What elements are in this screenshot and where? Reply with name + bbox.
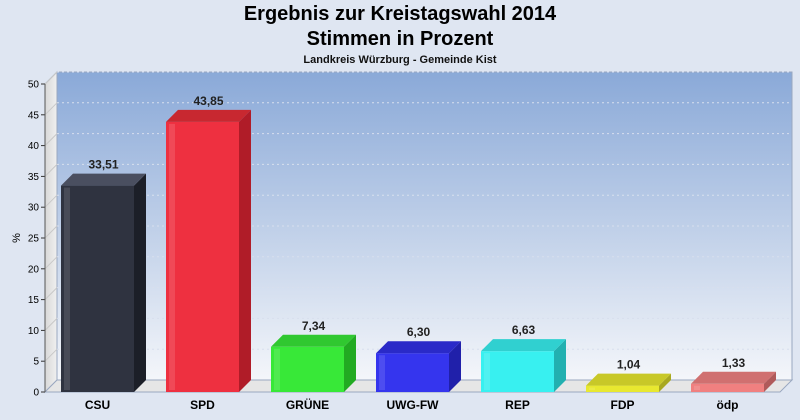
gridline-wall bbox=[44, 194, 58, 208]
bar bbox=[586, 385, 659, 392]
gridline-wall bbox=[44, 133, 58, 146]
bar-side bbox=[764, 371, 776, 392]
bar bbox=[61, 185, 134, 392]
bar-top bbox=[376, 341, 461, 354]
y-tick-label: 5 bbox=[33, 357, 39, 368]
category-label: GRÜNE bbox=[286, 397, 329, 412]
bar bbox=[691, 383, 764, 392]
gridline-wall bbox=[44, 225, 58, 239]
category-label: SPD bbox=[190, 398, 215, 412]
y-tick-label: 15 bbox=[28, 295, 40, 306]
bar-top bbox=[481, 339, 566, 352]
bar-side bbox=[134, 173, 146, 392]
y-tick-label: 20 bbox=[28, 264, 40, 275]
y-tick-label: 0 bbox=[33, 388, 39, 399]
bar-top bbox=[166, 109, 251, 122]
bar-highlight bbox=[169, 123, 175, 390]
bar-side bbox=[449, 341, 461, 392]
bar-highlight bbox=[64, 187, 70, 390]
y-tick-label: 40 bbox=[28, 141, 40, 152]
bar-highlight bbox=[694, 385, 700, 390]
chart-subtitle: Landkreis Würzburg - Gemeinde Kist bbox=[303, 54, 497, 66]
y-tick-label: 10 bbox=[28, 326, 40, 337]
bar-highlight bbox=[589, 387, 595, 390]
gridline-wall bbox=[44, 102, 58, 116]
y-tick-label: 45 bbox=[28, 110, 40, 121]
category-label: CSU bbox=[85, 398, 110, 412]
bar-value-label: 1,04 bbox=[617, 358, 641, 372]
bar-side bbox=[344, 334, 356, 392]
bar-highlight bbox=[274, 348, 280, 390]
category-label: UWG-FW bbox=[387, 398, 440, 412]
bar-value-label: 33,51 bbox=[88, 158, 118, 172]
bar-side bbox=[554, 339, 566, 392]
category-label: FDP bbox=[611, 398, 635, 412]
bar-value-label: 6,30 bbox=[407, 325, 431, 339]
gridline-wall bbox=[44, 318, 58, 331]
chart-title: Ergebnis zur Kreistagswahl 2014 bbox=[243, 3, 557, 25]
y-tick-label: 50 bbox=[28, 80, 40, 91]
y-tick-label: 30 bbox=[28, 203, 40, 214]
bar-value-label: 1,33 bbox=[722, 356, 746, 370]
bar-highlight bbox=[484, 353, 490, 390]
bar-side bbox=[239, 109, 251, 392]
bar-value-label: 7,34 bbox=[302, 319, 326, 333]
bar bbox=[481, 351, 554, 392]
gridline-wall bbox=[44, 287, 58, 300]
bar-top bbox=[586, 373, 671, 386]
bar-top bbox=[271, 334, 356, 347]
bar-value-label: 6,63 bbox=[512, 323, 536, 337]
gridline-wall bbox=[44, 164, 58, 177]
category-label: ödp bbox=[717, 398, 739, 412]
gridline-wall bbox=[44, 71, 58, 85]
category-label: REP bbox=[505, 398, 530, 412]
bar-highlight bbox=[379, 355, 385, 390]
y-tick-label: 35 bbox=[28, 172, 40, 183]
bar-top bbox=[61, 173, 146, 186]
gridline-wall bbox=[44, 348, 58, 362]
y-axis-label: % bbox=[11, 233, 23, 243]
chart-title-line2: Stimmen in Prozent bbox=[306, 28, 494, 50]
bar bbox=[271, 346, 344, 392]
bar bbox=[376, 353, 449, 392]
gridline-wall bbox=[44, 256, 58, 270]
y-tick-label: 25 bbox=[28, 234, 40, 245]
bar-top bbox=[691, 371, 776, 384]
bar-side bbox=[659, 373, 671, 392]
bar-value-label: 43,85 bbox=[193, 94, 223, 108]
bar bbox=[166, 121, 239, 392]
